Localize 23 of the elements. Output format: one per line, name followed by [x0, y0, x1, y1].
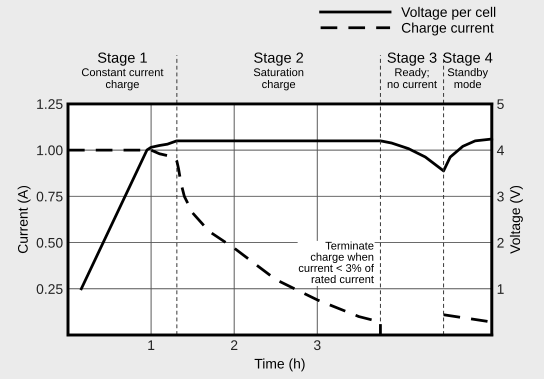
band-label: Stage 4 Standby mode — [443, 52, 492, 88]
band-label: Stage 3 Ready; no current — [388, 52, 437, 88]
y-tick-label: 0.25 — [36, 284, 63, 294]
y2-axis-title: Voltage (V) — [510, 186, 523, 254]
x-tick-label: 3 — [314, 340, 321, 350]
y-tick-label: 0.50 — [36, 238, 63, 248]
legend-label: Charge current — [402, 22, 494, 36]
band-label: Stage 1 Constant current charge — [82, 52, 164, 90]
y-tick-label: 1.00 — [37, 145, 63, 156]
x-tick-label: 2 — [231, 340, 238, 350]
y2-tick-label: 3 — [497, 192, 504, 202]
y-axis-title: Current (A) — [18, 186, 31, 254]
x-axis-title: Time (h) — [254, 358, 305, 372]
y2-tick-label: 1 — [498, 284, 504, 294]
y2-tick-label: 4 — [496, 146, 504, 156]
y2-tick-label: 2 — [497, 238, 504, 248]
annotation: Terminate charge when current < 3% of rated current — [298, 241, 374, 284]
y2-tick-label: 5 — [497, 99, 504, 110]
y-tick-label: 0.75 — [36, 192, 63, 202]
y-tick-label: 1.25 — [37, 99, 63, 110]
legend-label: Voltage per cell — [401, 6, 496, 20]
x-tick-label: 1 — [148, 340, 154, 350]
band-label: Stage 2 Saturation charge — [254, 52, 304, 90]
